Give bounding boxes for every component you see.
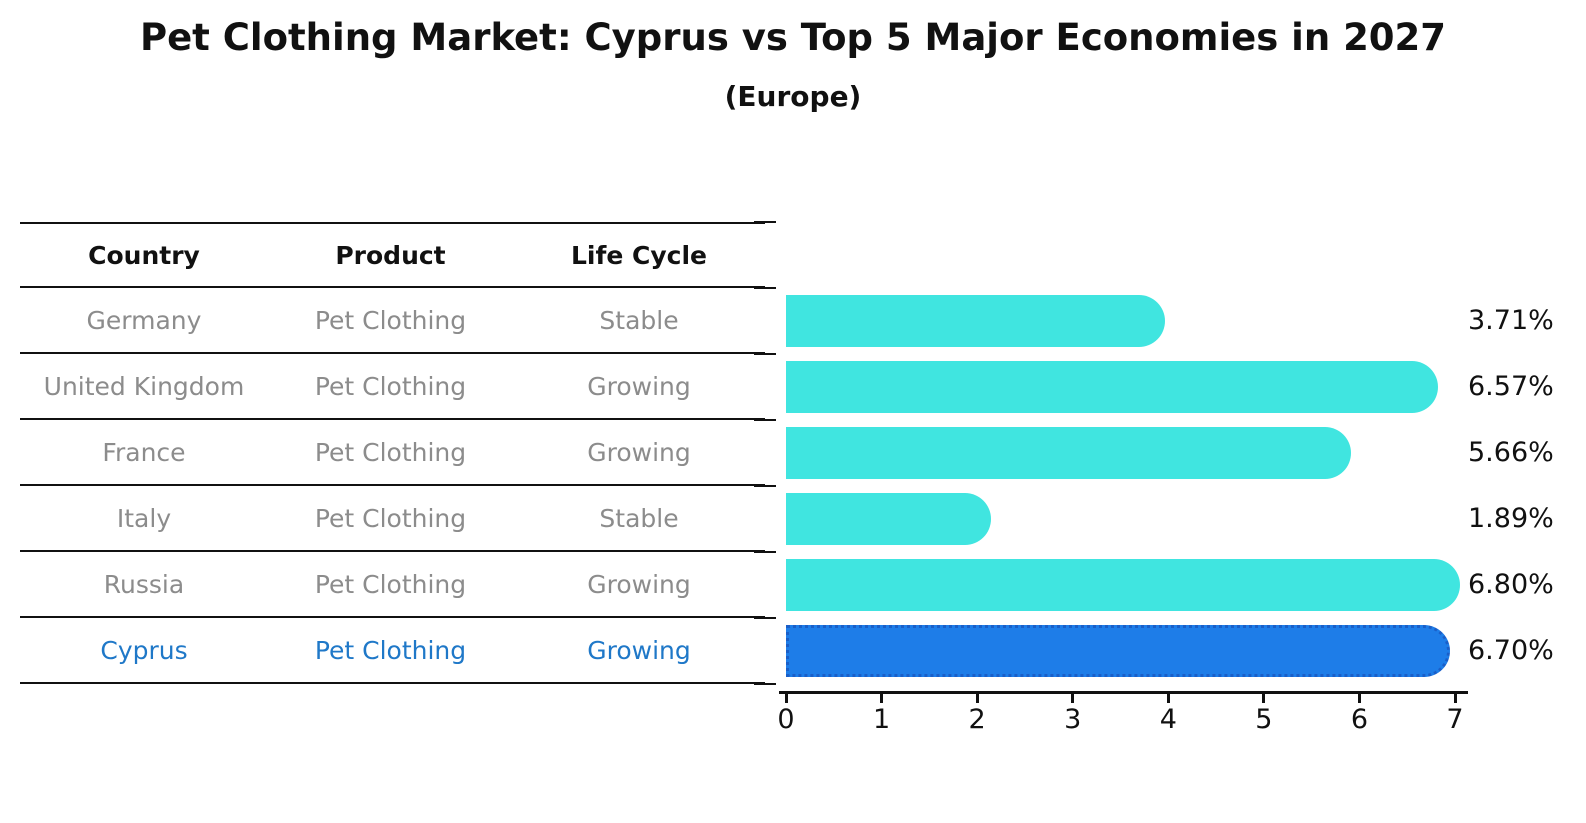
x-tick bbox=[880, 694, 884, 703]
table-row: Italy Pet Clothing Stable bbox=[20, 486, 765, 552]
cell-life-cycle: Growing bbox=[587, 437, 691, 467]
table-row: Russia Pet Clothing Growing bbox=[20, 552, 765, 618]
cell-life-cycle: Stable bbox=[599, 503, 679, 533]
bar-value-label-united-kingdom: 6.57% bbox=[1468, 371, 1554, 402]
bar-value-label-cyprus: 6.70% bbox=[1468, 635, 1554, 666]
cell-product: Pet Clothing bbox=[314, 635, 467, 665]
cell-life-cycle: Growing bbox=[587, 371, 691, 401]
cell-country: France bbox=[102, 437, 186, 467]
y-tick bbox=[754, 419, 776, 421]
x-tick-label: 1 bbox=[872, 704, 891, 735]
x-tick bbox=[1453, 694, 1457, 703]
x-tick-label: 3 bbox=[1064, 704, 1082, 735]
x-tick-label: 7 bbox=[1446, 704, 1464, 735]
cell-country: Cyprus bbox=[100, 635, 188, 665]
x-tick bbox=[1166, 694, 1170, 703]
y-tick bbox=[754, 683, 776, 685]
x-axis-line bbox=[779, 691, 1468, 694]
x-tick bbox=[1071, 694, 1075, 703]
column-header-country: Country bbox=[88, 240, 200, 270]
bar-germany bbox=[786, 295, 1165, 347]
y-tick bbox=[754, 353, 776, 355]
table-row: Cyprus Pet Clothing Growing bbox=[20, 618, 765, 684]
cell-product: Pet Clothing bbox=[314, 305, 467, 335]
bar-value-label-russia: 6.80% bbox=[1468, 569, 1554, 600]
bar-value-label-germany: 3.71% bbox=[1468, 305, 1554, 336]
x-tick bbox=[975, 694, 979, 703]
cell-life-cycle: Growing bbox=[587, 569, 691, 599]
column-header-product: Product bbox=[335, 240, 446, 270]
cell-country: Germany bbox=[86, 305, 202, 335]
cell-life-cycle: Growing bbox=[587, 635, 691, 665]
table-row: France Pet Clothing Growing bbox=[20, 420, 765, 486]
table-body: Germany Pet Clothing Stable United Kingdom P… bbox=[20, 288, 765, 684]
cell-life-cycle: Stable bbox=[599, 305, 679, 335]
x-tick-label: 6 bbox=[1350, 704, 1369, 735]
country-table: Country Product Life Cycle Germany Pet Cl… bbox=[20, 222, 765, 684]
bar-russia bbox=[786, 559, 1460, 611]
y-tick bbox=[754, 485, 776, 487]
chart-subtitle: (Europe) bbox=[724, 80, 862, 113]
bar-cyprus bbox=[786, 625, 1451, 677]
cell-product: Pet Clothing bbox=[314, 437, 467, 467]
table-header-row: Country Product Life Cycle bbox=[20, 222, 765, 288]
x-tick-label: 2 bbox=[968, 704, 986, 735]
bar-value-label-france: 5.66% bbox=[1468, 437, 1554, 468]
chart-title: Pet Clothing Market: Cyprus vs Top 5 Maj… bbox=[139, 16, 1447, 59]
cell-country: United Kingdom bbox=[43, 371, 245, 401]
x-tick bbox=[1262, 694, 1266, 703]
bar-italy bbox=[786, 493, 991, 545]
bar-value-label-italy: 1.89% bbox=[1468, 503, 1554, 534]
y-tick bbox=[754, 221, 776, 223]
y-tick bbox=[754, 617, 776, 619]
cell-product: Pet Clothing bbox=[314, 371, 467, 401]
table-row: Germany Pet Clothing Stable bbox=[20, 288, 765, 354]
x-tick bbox=[784, 694, 788, 703]
x-tick-label: 4 bbox=[1159, 704, 1177, 735]
x-tick-label: 0 bbox=[777, 704, 795, 735]
bar-united-kingdom bbox=[786, 361, 1438, 413]
cell-product: Pet Clothing bbox=[314, 503, 467, 533]
x-tick-label: 5 bbox=[1255, 704, 1273, 735]
y-tick bbox=[754, 287, 776, 289]
y-tick bbox=[754, 551, 776, 553]
bar-france bbox=[786, 427, 1351, 479]
cell-country: Russia bbox=[103, 569, 185, 599]
x-tick bbox=[1357, 694, 1361, 703]
cell-country: Italy bbox=[116, 503, 172, 533]
cell-product: Pet Clothing bbox=[314, 569, 467, 599]
table-row: United Kingdom Pet Clothing Growing bbox=[20, 354, 765, 420]
column-header-life-cycle: Life Cycle bbox=[570, 240, 708, 270]
